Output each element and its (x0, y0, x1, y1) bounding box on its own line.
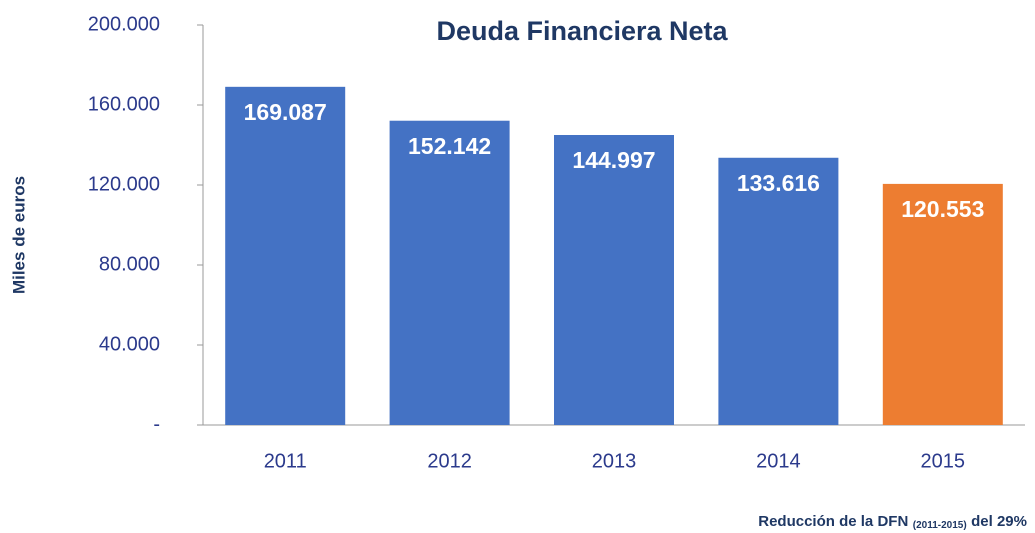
value-label: 144.997 (572, 147, 655, 173)
y-tick-label: 120.000 (88, 173, 160, 195)
y-tick-label: 200.000 (88, 13, 160, 35)
y-tick-label: 80.000 (99, 253, 160, 275)
value-label: 120.553 (901, 196, 984, 222)
x-tick-label: 2015 (921, 450, 966, 472)
x-tick-label: 2011 (264, 450, 307, 472)
x-tick-label: 2012 (427, 450, 472, 472)
y-tick-label: 160.000 (88, 93, 160, 115)
y-tick-label: - (153, 413, 160, 435)
annotation-subscript: (2011-2015) (913, 520, 967, 531)
bar (225, 86, 346, 426)
bar (554, 135, 674, 426)
x-tick-label: 2013 (592, 450, 637, 472)
value-label: 152.142 (408, 133, 491, 159)
chart-title: Deuda Financiera Neta (436, 16, 728, 46)
y-axis-label: Miles de euros (9, 176, 28, 294)
bar (882, 183, 1003, 425)
bar (718, 157, 839, 425)
bar (389, 120, 510, 425)
value-label: 133.616 (737, 170, 820, 196)
value-label: 169.087 (244, 99, 327, 125)
annotation: Reducción de la DFN (2011-2015) del 29% (758, 513, 1027, 533)
annotation-part: del 29% (971, 513, 1027, 530)
x-tick-label: 2014 (756, 450, 801, 472)
y-tick-label: 40.000 (99, 333, 160, 355)
annotation-part: Reducción de la DFN (758, 513, 908, 530)
